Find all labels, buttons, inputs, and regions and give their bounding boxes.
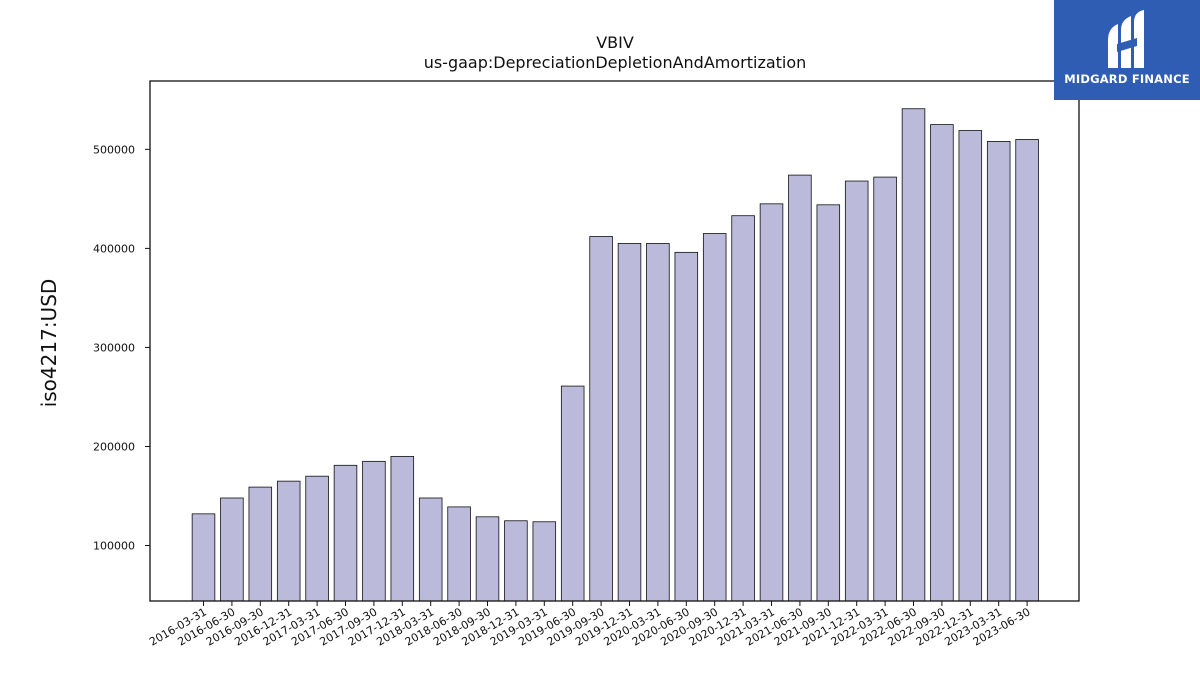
- bar-2022-06-30: [901, 108, 926, 602]
- bar-2018-09-30: [475, 516, 500, 602]
- y-tick-label: 300000: [93, 341, 135, 354]
- bar-2017-12-31: [390, 455, 415, 602]
- y-tick-label: 200000: [93, 440, 135, 453]
- bar-2023-03-31: [986, 141, 1011, 602]
- chart-subtitle: us-gaap:DepreciationDepletionAndAmortiza…: [424, 53, 807, 72]
- bar-2016-09-30: [248, 486, 273, 602]
- bar-2020-03-31: [646, 243, 670, 602]
- bar-2018-06-30: [447, 506, 471, 602]
- bar-2016-03-31: [191, 513, 216, 602]
- y-tick-label: 400000: [93, 242, 135, 255]
- bar-2016-12-31: [276, 480, 301, 602]
- bar-2018-03-31: [418, 497, 443, 602]
- bar-2019-12-31: [617, 243, 642, 602]
- bar-2021-03-31: [759, 203, 784, 602]
- midgard-finance-logo-icon: [1108, 10, 1144, 68]
- y-tick-label: 500000: [93, 143, 135, 156]
- bar-2016-06-30: [220, 497, 244, 602]
- bar-2018-12-31: [504, 520, 528, 602]
- chart-title: VBIV: [596, 33, 634, 52]
- logo-text: MIDGARD FINANCE: [1064, 72, 1190, 86]
- bar-2022-09-30: [930, 124, 954, 602]
- bars-group: [191, 108, 1039, 602]
- midgard-finance-logo: MIDGARD FINANCE: [1054, 0, 1200, 100]
- y-axis-ticks: 100000 200000 300000 400000 500000: [93, 143, 150, 553]
- plot-frame: [149, 80, 1080, 602]
- bar-2019-09-30: [589, 236, 613, 602]
- bar-2017-03-31: [305, 475, 329, 602]
- bar-2017-06-30: [333, 464, 358, 602]
- bar-2021-06-30: [788, 174, 812, 602]
- bar-2021-09-30: [816, 204, 841, 602]
- bar-2020-09-30: [702, 233, 727, 602]
- bar-2019-06-30: [560, 385, 585, 602]
- y-tick-label: 100000: [93, 540, 135, 553]
- bar-2020-06-30: [674, 251, 699, 602]
- y-axis-label: iso4217:USD: [37, 279, 61, 408]
- bar-2020-12-31: [731, 215, 755, 602]
- bar-2019-03-31: [532, 521, 557, 602]
- x-axis-ticks: 2016-03-312016-06-302016-09-302016-12-31…: [147, 601, 1033, 649]
- bar-2023-06-30: [1015, 139, 1039, 602]
- bar-2022-12-31: [958, 130, 983, 602]
- bar-2022-03-31: [873, 176, 897, 602]
- bar-2021-12-31: [844, 180, 869, 602]
- bar-2017-09-30: [362, 460, 386, 602]
